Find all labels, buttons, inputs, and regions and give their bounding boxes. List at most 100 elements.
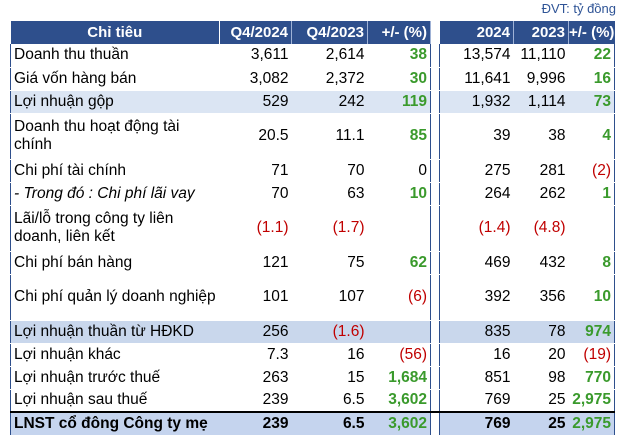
value-2023: 98 <box>513 366 569 390</box>
value-q4-2023: 242 <box>291 90 368 114</box>
column-gap <box>430 182 440 206</box>
column-gap <box>430 343 440 367</box>
value-2024: 264 <box>439 182 514 206</box>
column-gap <box>430 44 440 68</box>
value-2024: 13,574 <box>439 44 514 68</box>
row-label: Doanh thu thuần <box>10 44 220 68</box>
value-2024: 469 <box>439 251 514 275</box>
row-label: LNST cổ đông Công ty mẹ <box>10 411 220 436</box>
value-q4-2024: 256 <box>219 320 292 344</box>
value-2024: 392 <box>439 274 514 321</box>
value-q4-2024: 263 <box>219 366 292 390</box>
change-year: 1 <box>568 182 615 206</box>
table-row: Lợi nhuận trước thuế 263 15 1,684 851 98 770 <box>10 366 615 390</box>
change-year: 73 <box>568 90 615 114</box>
unit-note: ĐVT: tỷ đồng <box>541 1 616 16</box>
change-quarter: 38 <box>367 44 431 68</box>
column-gap <box>430 205 440 252</box>
row-label: Chi phí bán hàng <box>10 251 220 275</box>
value-2023: 25 <box>513 389 569 413</box>
value-2023: 432 <box>513 251 569 275</box>
value-q4-2024: 3,082 <box>219 67 292 91</box>
value-2024: 275 <box>439 159 514 183</box>
column-gap <box>430 90 440 114</box>
change-year: 974 <box>568 320 615 344</box>
value-q4-2024: 101 <box>219 274 292 321</box>
row-label: Lãi/lỗ trong công ty liên doanh, liên kế… <box>10 205 220 252</box>
value-q4-2024: 7.3 <box>219 343 292 367</box>
change-year: 4 <box>568 113 615 160</box>
value-2023: (4.8) <box>513 205 569 252</box>
value-q4-2023: 63 <box>291 182 368 206</box>
value-q4-2023: 107 <box>291 274 368 321</box>
value-2024: 835 <box>439 320 514 344</box>
value-2024: 16 <box>439 343 514 367</box>
value-q4-2024: 239 <box>219 389 292 413</box>
table-row: - Trong đó : Chi phí lãi vay 70 63 10 264 262… <box>10 182 615 206</box>
column-gap <box>430 366 440 390</box>
column-gap <box>430 113 440 160</box>
change-year: 2,975 <box>568 411 615 436</box>
value-q4-2024: 70 <box>219 182 292 206</box>
column-gap <box>430 411 440 436</box>
value-q4-2024: 20.5 <box>219 113 292 160</box>
financial-results-table: Chỉ tiêu Q4/2024 Q4/2023 +/- (%) 2024 20… <box>10 21 615 436</box>
change-year: 770 <box>568 366 615 390</box>
value-q4-2024: 71 <box>219 159 292 183</box>
value-q4-2023: 16 <box>291 343 368 367</box>
header-year-change: +/- (%) <box>568 21 615 44</box>
value-q4-2023: 2,372 <box>291 67 368 91</box>
change-quarter: (56) <box>367 343 431 367</box>
table-row: Lợi nhuận sau thuế 239 6.5 3,602 769 25 2,975 <box>10 389 615 413</box>
table-row: Lợi nhuận thuần từ HĐKD 256 (1.6) 835 78 974 <box>10 320 615 344</box>
table-row: Doanh thu hoạt động tài chính 20.5 11.1 85 3… <box>10 113 615 160</box>
column-gap <box>430 67 440 91</box>
table-row: Doanh thu thuần 3,611 2,614 38 13,574 11,110 2… <box>10 44 615 68</box>
change-year: 22 <box>568 44 615 68</box>
change-quarter: 1,684 <box>367 366 431 390</box>
value-2024: 769 <box>439 389 514 413</box>
value-q4-2023: (1.7) <box>291 205 368 252</box>
value-q4-2023: 6.5 <box>291 411 368 436</box>
value-2023: 356 <box>513 274 569 321</box>
table-row: LNST cổ đông Công ty mẹ 239 6.5 3,602 769 25 2… <box>10 411 615 436</box>
value-q4-2023: 15 <box>291 366 368 390</box>
column-gap <box>430 274 440 321</box>
column-gap <box>430 159 440 183</box>
value-q4-2024: 121 <box>219 251 292 275</box>
change-quarter: 119 <box>367 90 431 114</box>
value-2023: 25 <box>513 411 569 436</box>
row-label: Lợi nhuận gộp <box>10 90 220 114</box>
value-q4-2023: 70 <box>291 159 368 183</box>
value-q4-2023: 2,614 <box>291 44 368 68</box>
change-quarter: (6) <box>367 274 431 321</box>
table-row: Chi phí quản lý doanh nghiệp 101 107 (6) 392… <box>10 274 615 321</box>
value-2024: 769 <box>439 411 514 436</box>
table-row: Lợi nhuận gộp 529 242 119 1,932 1,114 73 <box>10 90 615 114</box>
table-header-row: Chỉ tiêu Q4/2024 Q4/2023 +/- (%) 2024 20… <box>10 21 615 44</box>
value-2024: 39 <box>439 113 514 160</box>
value-q4-2023: 75 <box>291 251 368 275</box>
header-gap <box>430 21 440 44</box>
header-2023: 2023 <box>513 21 569 44</box>
header-q4-2024: Q4/2024 <box>219 21 292 44</box>
change-quarter: 10 <box>367 182 431 206</box>
value-2023: 281 <box>513 159 569 183</box>
header-q4-2023: Q4/2023 <box>291 21 368 44</box>
table-row: Giá vốn hàng bán 3,082 2,372 30 11,641 9,996 1… <box>10 67 615 91</box>
change-quarter: 3,602 <box>367 389 431 413</box>
column-gap <box>430 389 440 413</box>
row-label: Chi phí tài chính <box>10 159 220 183</box>
value-2023: 262 <box>513 182 569 206</box>
value-q4-2024: 3,611 <box>219 44 292 68</box>
value-q4-2023: 6.5 <box>291 389 368 413</box>
change-quarter <box>367 205 431 252</box>
change-year: 16 <box>568 67 615 91</box>
change-quarter <box>367 320 431 344</box>
table-row: Lãi/lỗ trong công ty liên doanh, liên kế… <box>10 205 615 252</box>
row-label: Lợi nhuận sau thuế <box>10 389 220 413</box>
change-year <box>568 205 615 252</box>
row-label: Lợi nhuận trước thuế <box>10 366 220 390</box>
value-2023: 11,110 <box>513 44 569 68</box>
row-label: Lợi nhuận khác <box>10 343 220 367</box>
